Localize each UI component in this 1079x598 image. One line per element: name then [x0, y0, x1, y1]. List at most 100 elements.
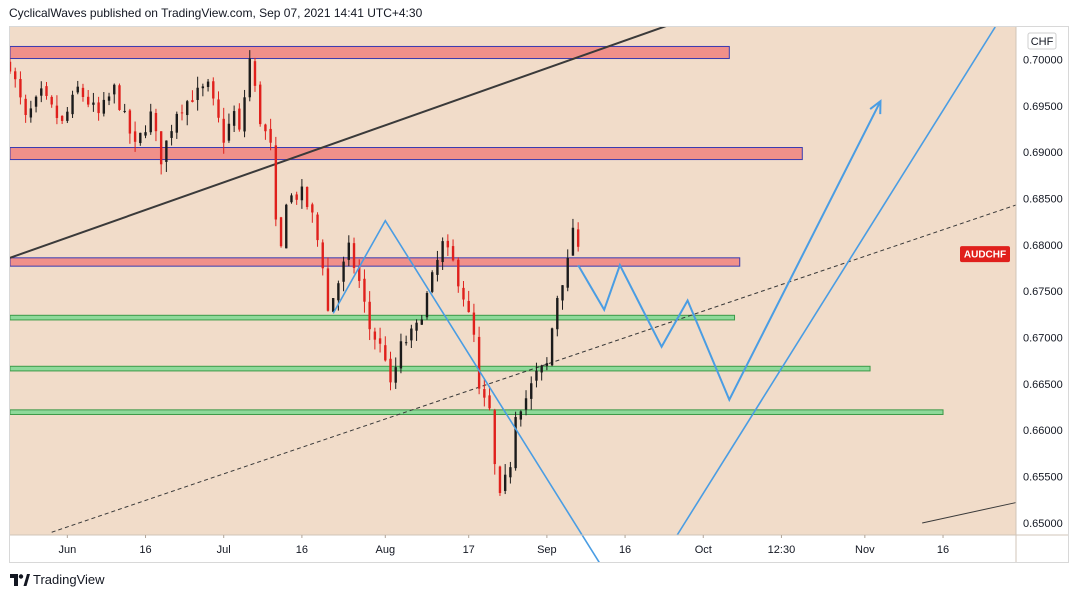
resistance-zone-1[interactable] [10, 147, 803, 161]
trendline-layer [10, 27, 1017, 533]
trendline-2[interactable] [922, 502, 1017, 524]
zone-layer [10, 45, 944, 415]
footer-brand[interactable]: TradingView [10, 572, 105, 587]
candle [425, 291, 429, 320]
candle [404, 335, 408, 346]
candle [81, 83, 85, 102]
footer-brand-text: TradingView [33, 572, 105, 587]
candle [76, 80, 79, 95]
candle [243, 89, 246, 138]
candle [180, 104, 184, 121]
x-tick-label: Sep [537, 544, 557, 556]
candle [384, 336, 387, 362]
projection-path-2[interactable] [676, 27, 996, 536]
candle [295, 191, 298, 205]
trendline-0[interactable] [10, 27, 761, 259]
candle [60, 115, 64, 124]
y-tick-label: 0.67500 [1023, 286, 1063, 298]
candle [71, 90, 74, 118]
x-tick-label: Aug [376, 544, 396, 556]
candle [420, 315, 423, 325]
candle [399, 333, 403, 374]
candle [86, 89, 90, 108]
x-tick-label: Jul [217, 544, 231, 556]
y-tick-label: 0.68500 [1023, 193, 1063, 205]
support-zone-3[interactable] [10, 314, 736, 321]
candle [34, 95, 38, 113]
symbol-badge-text: AUDCHF [964, 250, 1006, 261]
candle [519, 410, 523, 427]
candle [571, 218, 575, 256]
candle [19, 71, 22, 105]
y-tick-label: 0.65000 [1023, 518, 1063, 530]
candle [321, 239, 324, 276]
tradingview-logo-icon [10, 573, 30, 586]
candle [165, 140, 168, 172]
projection-arrowhead [869, 99, 882, 115]
projection-path-1[interactable] [577, 100, 882, 403]
projection-path-0[interactable] [332, 219, 609, 562]
candle [561, 285, 564, 310]
candle [368, 291, 371, 341]
support-zone-5[interactable] [10, 409, 944, 415]
candle [462, 280, 465, 307]
candle [331, 297, 335, 312]
candle [503, 464, 507, 495]
candle [144, 125, 147, 139]
candle [128, 108, 132, 144]
price-axis[interactable]: 0.65000 0.65500 0.66000 0.66500 0.67000 0.675… [1023, 54, 1063, 530]
candle [488, 385, 491, 411]
chart-frame: 0.65000 0.65500 0.66000 0.66500 0.67000 0.675… [9, 26, 1069, 563]
candle [222, 107, 225, 154]
candle [576, 222, 580, 252]
candle [566, 249, 569, 292]
candle [186, 99, 189, 126]
candle [446, 234, 450, 257]
symbol-badge[interactable]: AUDCHF [960, 246, 1010, 263]
candle [415, 319, 418, 341]
y-tick-label: 0.68000 [1023, 240, 1063, 252]
x-tick-label: Jun [58, 544, 76, 556]
candle [431, 270, 434, 294]
time-axis[interactable]: Jun 16 Jul 16 Aug 17 Sep 16 Oct 12:30 Nov 16 [58, 535, 949, 556]
support-zone-4[interactable] [10, 365, 871, 372]
resistance-zone-0[interactable] [10, 45, 730, 60]
candle [45, 81, 48, 100]
candle [493, 408, 496, 475]
candle [300, 179, 304, 209]
candle [118, 83, 121, 111]
candle [352, 237, 356, 274]
resistance-zone-2[interactable] [10, 257, 741, 267]
projection-layer [332, 27, 996, 562]
x-tick-label: 16 [296, 544, 308, 556]
candle [170, 124, 173, 146]
candle [113, 83, 116, 104]
candle [196, 76, 199, 111]
candle [133, 121, 137, 152]
y-tick-label: 0.65500 [1023, 472, 1063, 484]
candle [311, 202, 314, 223]
candle [253, 57, 257, 92]
y-tick-label: 0.70000 [1023, 54, 1063, 66]
candle [540, 364, 543, 381]
candle [50, 95, 53, 108]
candle [389, 351, 392, 391]
candle [509, 461, 512, 484]
candle [451, 239, 455, 262]
candle [269, 118, 272, 151]
candlestick-chart[interactable]: 0.65000 0.65500 0.66000 0.66500 0.67000 0.675… [10, 27, 1068, 562]
candle [550, 327, 554, 367]
trendline-1[interactable] [51, 204, 1017, 533]
plot-background [10, 27, 1016, 535]
candle [347, 235, 351, 267]
y-tick-label: 0.66000 [1023, 425, 1063, 437]
x-tick-label: 17 [463, 544, 475, 556]
candle [457, 257, 460, 293]
candle [102, 92, 106, 117]
candle [358, 259, 361, 288]
candle [97, 96, 100, 121]
candle [535, 362, 538, 388]
candle [29, 100, 33, 123]
candle [477, 326, 481, 395]
candle [227, 113, 231, 143]
